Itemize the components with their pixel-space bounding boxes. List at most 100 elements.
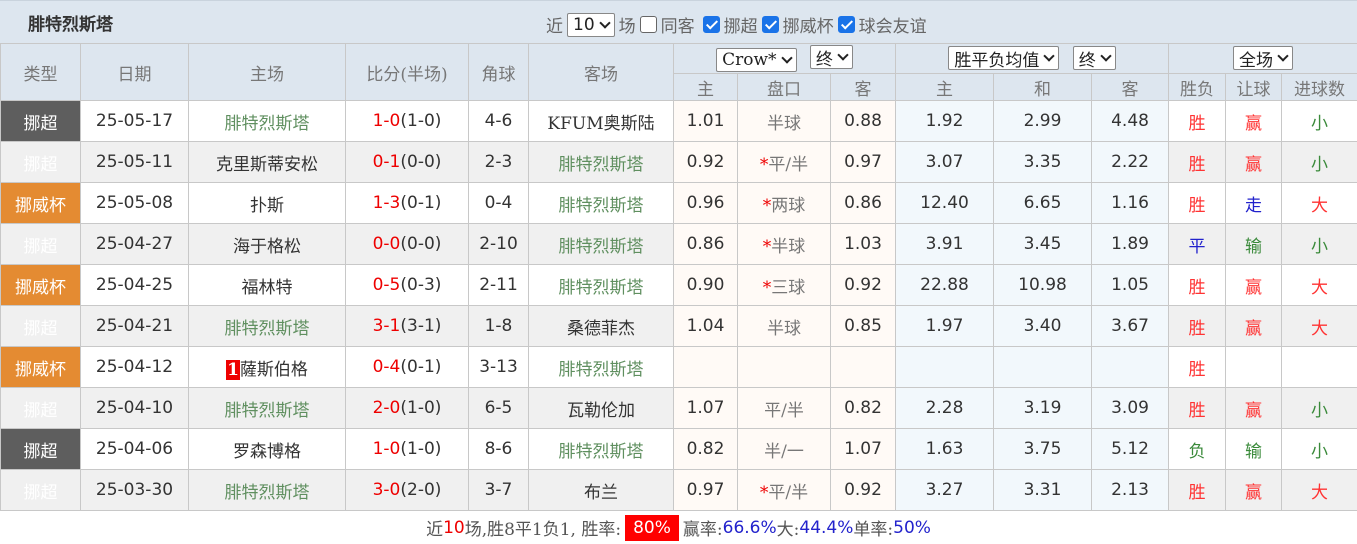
handicap-line: 三球 bbox=[771, 278, 805, 298]
euro-draw-odds: 3.40 bbox=[994, 306, 1092, 347]
home-team[interactable]: 腓特烈斯塔 bbox=[189, 306, 346, 347]
away-team[interactable]: 腓特烈斯塔 bbox=[529, 265, 674, 306]
home-team[interactable]: 腓特烈斯塔 bbox=[189, 101, 346, 142]
comp-label: 挪威杯 bbox=[783, 12, 834, 37]
title-bar: 腓特烈斯塔 近 10 场 同客 挪超 挪威杯 球会友谊 bbox=[0, 0, 1357, 43]
competition-badge[interactable]: 挪超 bbox=[1, 142, 81, 183]
result-cell: 胜 bbox=[1169, 101, 1226, 142]
over-under-result: 小 bbox=[1311, 401, 1328, 421]
corner-score: 3-7 bbox=[485, 480, 513, 500]
euro-draw-odds bbox=[994, 347, 1092, 388]
euro-draw-odds: 3.31 bbox=[994, 470, 1092, 511]
match-count-value: 10 bbox=[573, 15, 595, 35]
competition-badge[interactable]: 挪超 bbox=[1, 429, 81, 470]
col-home: 主场 bbox=[189, 44, 346, 101]
home-team[interactable]: 腓特烈斯塔 bbox=[189, 470, 346, 511]
away-team[interactable]: 腓特烈斯塔 bbox=[529, 183, 674, 224]
odds-company-select[interactable]: Crow* bbox=[716, 48, 796, 72]
cell-text: 0.97 bbox=[844, 152, 882, 172]
away-team[interactable]: 布兰 bbox=[529, 470, 674, 511]
competition-badge[interactable]: 挪超 bbox=[1, 224, 81, 265]
away-team[interactable]: 腓特烈斯塔 bbox=[529, 429, 674, 470]
euro-away-odds: 3.09 bbox=[1092, 388, 1169, 429]
same-away-checkbox[interactable] bbox=[640, 16, 657, 33]
away-team[interactable]: 瓦勒伦加 bbox=[529, 388, 674, 429]
away-team[interactable]: KFUM奥斯陆 bbox=[529, 101, 674, 142]
competition-badge[interactable]: 挪超 bbox=[1, 388, 81, 429]
score-cell[interactable]: 1-3(0-1) bbox=[346, 183, 469, 224]
home-team[interactable]: 腓特烈斯塔 bbox=[189, 388, 346, 429]
score-cell[interactable]: 0-0(0-0) bbox=[346, 224, 469, 265]
score-cell[interactable]: 1-0(1-0) bbox=[346, 429, 469, 470]
comp-checkbox-cup[interactable] bbox=[762, 16, 779, 33]
odds-stage-select[interactable]: 终 bbox=[810, 45, 853, 69]
asian-handicap: *平/半 bbox=[738, 142, 831, 183]
away-team-name: 瓦勒伦加 bbox=[567, 401, 635, 421]
competition-badge[interactable]: 挪超 bbox=[1, 101, 81, 142]
score-cell[interactable]: 3-1(3-1) bbox=[346, 306, 469, 347]
odds-stage-value: 终 bbox=[816, 45, 833, 70]
corner-cell: 6-5 bbox=[469, 388, 529, 429]
euro-type-select[interactable]: 胜平负均值 bbox=[948, 46, 1059, 70]
period-select[interactable]: 全场 bbox=[1233, 46, 1293, 70]
asian-home-odds: 0.92 bbox=[674, 142, 738, 183]
score-cell[interactable]: 0-1(0-0) bbox=[346, 142, 469, 183]
summary-count: 10 bbox=[443, 518, 465, 538]
score-cell[interactable]: 1-0(1-0) bbox=[346, 101, 469, 142]
score-cell[interactable]: 3-0(2-0) bbox=[346, 470, 469, 511]
away-team[interactable]: 腓特烈斯塔 bbox=[529, 347, 674, 388]
competition-label: 挪威杯 bbox=[15, 360, 66, 380]
cell-text: 3.09 bbox=[1111, 398, 1149, 418]
competition-badge[interactable]: 挪威杯 bbox=[1, 265, 81, 306]
away-team[interactable]: 桑德菲杰 bbox=[529, 306, 674, 347]
cell-text: 12.40 bbox=[920, 193, 969, 213]
home-team[interactable]: 克里斯蒂安松 bbox=[189, 142, 346, 183]
home-team[interactable]: 1薩斯伯格 bbox=[189, 347, 346, 388]
home-team[interactable]: 扑斯 bbox=[189, 183, 346, 224]
competition-badge[interactable]: 挪威杯 bbox=[1, 183, 81, 224]
over-under-result: 小 bbox=[1311, 237, 1328, 257]
asian-away-odds: 0.92 bbox=[831, 265, 896, 306]
score-cell[interactable]: 0-5(0-3) bbox=[346, 265, 469, 306]
summary-label: 赢率: bbox=[683, 515, 723, 540]
result-cell: 胜 bbox=[1169, 347, 1226, 388]
corner-score: 6-5 bbox=[485, 398, 513, 418]
home-team-name: 克里斯蒂安松 bbox=[216, 155, 318, 175]
over-under-result: 大 bbox=[1311, 319, 1328, 339]
competition-badge[interactable]: 挪超 bbox=[1, 306, 81, 347]
score-cell[interactable]: 2-0(1-0) bbox=[346, 388, 469, 429]
asian-home-odds bbox=[674, 347, 738, 388]
home-team[interactable]: 福林特 bbox=[189, 265, 346, 306]
away-team[interactable]: 腓特烈斯塔 bbox=[529, 142, 674, 183]
score-cell[interactable]: 0-4(0-1) bbox=[346, 347, 469, 388]
away-team-name: KFUM奥斯陆 bbox=[547, 114, 654, 134]
result-cell: 负 bbox=[1169, 429, 1226, 470]
competition-badge[interactable]: 挪超 bbox=[1, 470, 81, 511]
match-date: 25-03-30 bbox=[96, 480, 173, 500]
euro-stage-select[interactable]: 终 bbox=[1073, 46, 1116, 70]
comp-checkbox-league[interactable] bbox=[703, 16, 720, 33]
match-count-select[interactable]: 10 bbox=[567, 13, 615, 37]
handicap-star: * bbox=[763, 237, 772, 257]
half-time-score: (1-0) bbox=[400, 398, 441, 418]
comp-checkbox-friendly[interactable] bbox=[838, 16, 855, 33]
home-team[interactable]: 海于格松 bbox=[189, 224, 346, 265]
euro-away-odds: 1.89 bbox=[1092, 224, 1169, 265]
half-time-score: (0-0) bbox=[400, 234, 441, 254]
handicap-result-cell bbox=[1226, 347, 1282, 388]
competition-badge[interactable]: 挪威杯 bbox=[1, 347, 81, 388]
away-team[interactable]: 腓特烈斯塔 bbox=[529, 224, 674, 265]
euro-home-odds: 12.40 bbox=[896, 183, 994, 224]
home-team[interactable]: 罗森博格 bbox=[189, 429, 346, 470]
